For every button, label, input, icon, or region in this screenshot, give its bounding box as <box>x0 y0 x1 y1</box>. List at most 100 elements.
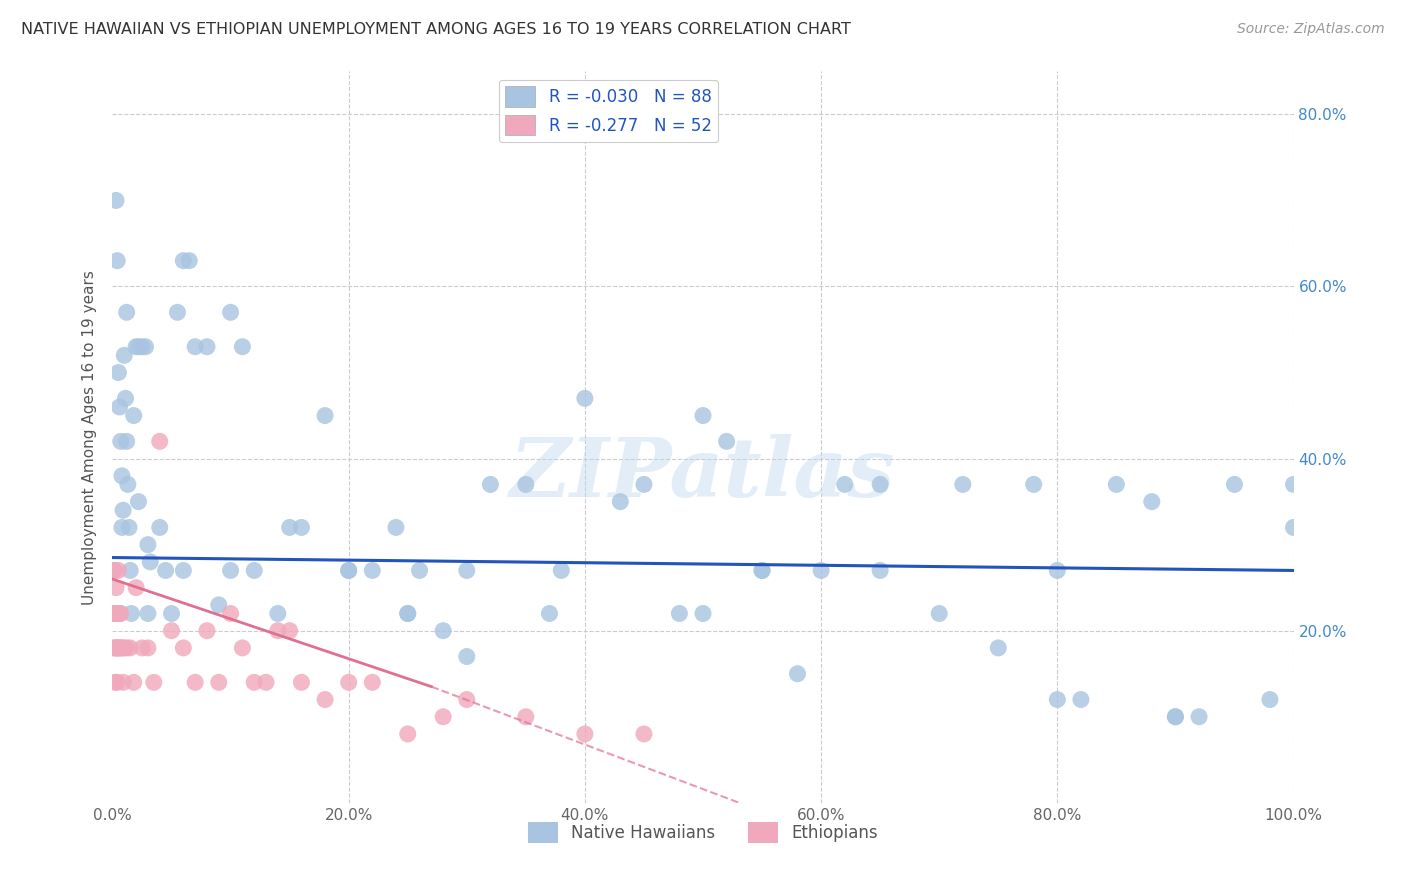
Point <box>179 253 201 268</box>
Point <box>149 520 172 534</box>
Point <box>104 564 127 578</box>
Point <box>120 564 142 578</box>
Point <box>290 520 312 534</box>
Point <box>243 564 266 578</box>
Point <box>361 564 384 578</box>
Point <box>456 649 478 664</box>
Point <box>111 468 134 483</box>
Point <box>692 409 714 423</box>
Point <box>105 640 128 655</box>
Point <box>515 477 537 491</box>
Point <box>110 607 132 621</box>
Point <box>396 727 419 741</box>
Point <box>131 340 153 354</box>
Point <box>166 305 188 319</box>
Point <box>1046 564 1069 578</box>
Point <box>172 640 194 655</box>
Point <box>267 624 290 638</box>
Point <box>107 366 129 380</box>
Point <box>115 640 138 655</box>
Point <box>114 392 136 406</box>
Point <box>267 607 290 621</box>
Point <box>1188 710 1211 724</box>
Point <box>396 607 419 621</box>
Point <box>432 624 454 638</box>
Point <box>131 640 153 655</box>
Point <box>108 400 131 414</box>
Point <box>104 640 127 655</box>
Point <box>112 348 135 362</box>
Point <box>103 607 125 621</box>
Point <box>751 564 773 578</box>
Point <box>408 564 430 578</box>
Point <box>120 640 142 655</box>
Point <box>254 675 277 690</box>
Point <box>111 640 134 655</box>
Point <box>208 675 231 690</box>
Point <box>456 692 478 706</box>
Point <box>105 640 128 655</box>
Point <box>456 564 478 578</box>
Point <box>668 607 690 621</box>
Point <box>172 253 194 268</box>
Point <box>1223 477 1246 491</box>
Point <box>633 727 655 741</box>
Point <box>122 409 145 423</box>
Point <box>633 477 655 491</box>
Point <box>219 305 242 319</box>
Point <box>314 692 336 706</box>
Point <box>127 494 149 508</box>
Text: NATIVE HAWAIIAN VS ETHIOPIAN UNEMPLOYMENT AMONG AGES 16 TO 19 YEARS CORRELATION : NATIVE HAWAIIAN VS ETHIOPIAN UNEMPLOYMEN… <box>21 22 851 37</box>
Point <box>550 564 572 578</box>
Point <box>869 564 891 578</box>
Point <box>107 564 129 578</box>
Point <box>115 434 138 449</box>
Point <box>104 675 127 690</box>
Point <box>107 640 129 655</box>
Point <box>149 434 172 449</box>
Point <box>105 607 128 621</box>
Point <box>110 640 132 655</box>
Point <box>184 675 207 690</box>
Point <box>103 640 125 655</box>
Point <box>1046 692 1069 706</box>
Point <box>385 520 408 534</box>
Point <box>107 607 129 621</box>
Point <box>111 520 134 534</box>
Point <box>1258 692 1281 706</box>
Point <box>136 607 159 621</box>
Point <box>105 253 128 268</box>
Point <box>155 564 177 578</box>
Point <box>1105 477 1128 491</box>
Point <box>716 434 738 449</box>
Point <box>125 581 148 595</box>
Point <box>172 564 194 578</box>
Point <box>1140 494 1163 508</box>
Point <box>396 607 419 621</box>
Point <box>278 624 301 638</box>
Point <box>103 564 125 578</box>
Point <box>112 503 135 517</box>
Legend: Native Hawaiians, Ethiopians: Native Hawaiians, Ethiopians <box>522 815 884 849</box>
Point <box>142 675 165 690</box>
Point <box>110 434 132 449</box>
Point <box>184 340 207 354</box>
Point <box>290 675 312 690</box>
Point <box>195 624 218 638</box>
Point <box>869 477 891 491</box>
Point <box>136 640 159 655</box>
Point <box>337 675 360 690</box>
Point <box>278 520 301 534</box>
Point <box>609 494 631 508</box>
Point <box>1164 710 1187 724</box>
Point <box>1282 477 1305 491</box>
Point <box>515 710 537 724</box>
Point <box>1164 710 1187 724</box>
Point <box>127 340 149 354</box>
Point <box>314 409 336 423</box>
Point <box>135 340 157 354</box>
Text: Source: ZipAtlas.com: Source: ZipAtlas.com <box>1237 22 1385 37</box>
Point <box>219 607 242 621</box>
Point <box>574 727 596 741</box>
Point <box>112 675 135 690</box>
